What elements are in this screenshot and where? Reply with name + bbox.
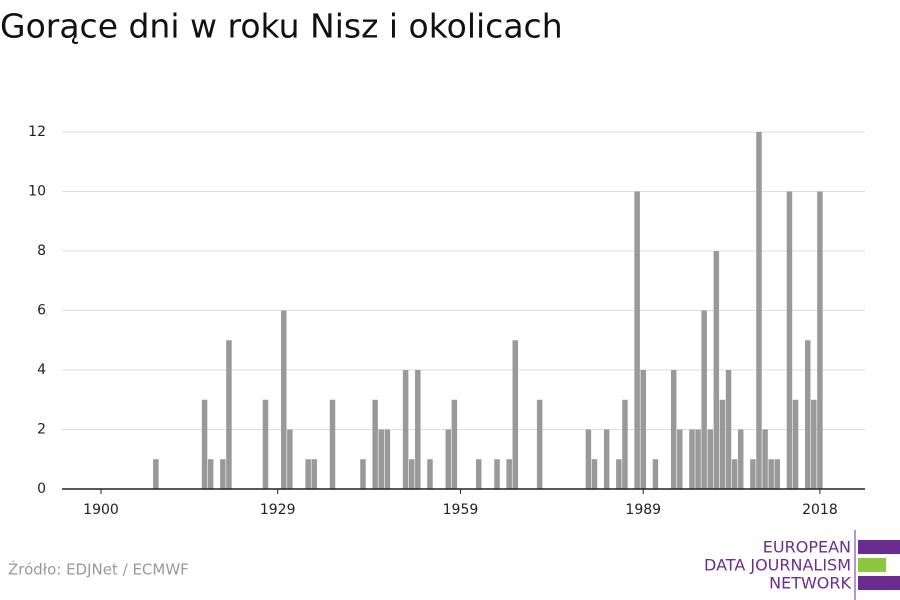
bar	[640, 370, 646, 489]
bar	[506, 459, 512, 489]
bar	[287, 429, 293, 489]
bar	[652, 459, 659, 489]
bar	[756, 132, 762, 489]
logo-bar	[858, 558, 886, 572]
bar	[811, 399, 817, 489]
bar	[262, 399, 269, 489]
bar	[689, 429, 695, 489]
bar	[372, 399, 378, 489]
source: Źródło: EDJNet / ECMWF	[8, 560, 189, 579]
x-tick-label: 1989	[625, 502, 661, 518]
bar	[737, 429, 744, 489]
y-tick-label: 6	[37, 303, 46, 319]
bar	[207, 459, 214, 489]
bar	[384, 429, 391, 489]
bar	[750, 459, 756, 489]
y-tick-label: 10	[28, 184, 46, 200]
bar	[774, 459, 781, 489]
y-tick-label: 8	[37, 243, 46, 259]
y-tick-label: 2	[37, 422, 46, 438]
logo: EUROPEAN DATA JOURNALISM NETWORK	[704, 530, 900, 600]
logo-text: DATA JOURNALISM	[704, 556, 851, 575]
bar	[768, 459, 774, 489]
bar	[762, 429, 768, 489]
bar	[622, 399, 628, 489]
x-tick-label: 1959	[443, 502, 479, 518]
bar	[713, 251, 720, 489]
bar	[329, 399, 336, 489]
bar	[817, 191, 823, 489]
y-tick-label: 12	[28, 124, 46, 140]
x-tick-label: 1929	[260, 502, 296, 518]
y-tick-label: 4	[37, 362, 46, 378]
bar	[402, 370, 409, 489]
logo-text: EUROPEAN	[763, 538, 851, 557]
bar	[536, 399, 543, 489]
bar	[585, 429, 592, 489]
bar	[603, 429, 610, 489]
x-tick-label: 1900	[83, 502, 119, 518]
bar	[445, 429, 452, 489]
bar	[725, 370, 732, 489]
bar	[475, 459, 482, 489]
y-tick-label: 0	[37, 481, 46, 497]
bar	[427, 459, 433, 489]
bar	[494, 459, 500, 489]
bar	[512, 340, 519, 489]
bar	[415, 370, 421, 489]
bar	[731, 459, 738, 489]
x-tick-label: 2018	[802, 502, 838, 518]
bar	[707, 429, 713, 489]
bar	[451, 399, 458, 489]
bar	[408, 459, 415, 489]
bar	[226, 340, 232, 489]
bar	[804, 340, 811, 489]
bar	[305, 459, 311, 489]
bar	[153, 459, 159, 489]
bar	[670, 370, 677, 489]
bar	[786, 191, 793, 489]
bar	[281, 310, 287, 489]
bar	[616, 459, 622, 489]
bar	[591, 459, 598, 489]
bar	[792, 399, 799, 489]
chart-title: Gorące dni w roku Nisz i okolicach	[0, 7, 563, 46]
bar	[201, 399, 208, 489]
bar	[360, 459, 366, 489]
bar	[677, 429, 683, 489]
logo-text: NETWORK	[769, 574, 851, 593]
bar	[695, 429, 701, 489]
bar	[311, 459, 317, 489]
bar	[378, 429, 384, 489]
logo-bar	[858, 576, 900, 590]
bar	[220, 459, 226, 489]
logo-bar	[858, 540, 900, 554]
bar	[634, 191, 640, 489]
bar	[719, 399, 726, 489]
bar	[701, 310, 707, 489]
